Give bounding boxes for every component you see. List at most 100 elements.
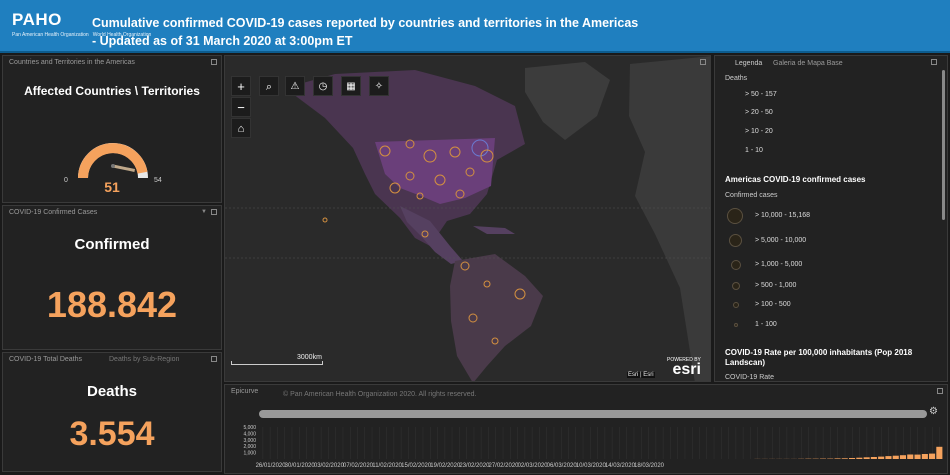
epicurve-bar[interactable] bbox=[907, 455, 913, 460]
epicurve-gridline bbox=[445, 427, 446, 459]
cases-legend-subtitle: Confirmed cases bbox=[725, 192, 778, 199]
epicurve-gridline bbox=[859, 427, 860, 459]
logo-subtext-1: Pan American Health Organization bbox=[12, 32, 89, 38]
epicurve-gridline bbox=[576, 427, 577, 459]
rate-legend-subtitle: COVID-19 Rate bbox=[725, 374, 774, 381]
map-canvas[interactable] bbox=[225, 56, 711, 382]
gauge-needle bbox=[113, 166, 135, 171]
epicurve-gridline bbox=[888, 427, 889, 459]
maximize-icon[interactable] bbox=[700, 59, 706, 65]
legend-scrollbar[interactable] bbox=[942, 70, 945, 220]
cases-legend-item: > 1,000 - 5,000 bbox=[755, 261, 802, 268]
grid-icon[interactable]: ▦ bbox=[341, 76, 361, 96]
maximize-icon[interactable] bbox=[211, 59, 217, 65]
countries-count: 51 bbox=[3, 179, 221, 195]
epicurve-bar[interactable] bbox=[900, 455, 906, 459]
maximize-icon[interactable] bbox=[211, 209, 217, 215]
epicurve-gridline bbox=[357, 427, 358, 459]
epicurve-gridline bbox=[481, 427, 482, 459]
maximize-icon[interactable] bbox=[937, 388, 943, 394]
dropdown-icon[interactable]: ▼ bbox=[201, 209, 207, 215]
epicurve-gridline bbox=[590, 427, 591, 459]
cases-legend-title: Americas COVID-19 confirmed cases bbox=[725, 175, 866, 184]
epicurve-gridline bbox=[787, 427, 788, 459]
history-icon[interactable]: ◷ bbox=[313, 76, 333, 96]
warning-icon[interactable]: ⚠ bbox=[285, 76, 305, 96]
countries-panel-tab[interactable]: Countries and Territories in the America… bbox=[9, 59, 135, 66]
epicurve-gridline bbox=[721, 427, 722, 459]
epicurve-gridline bbox=[903, 427, 904, 459]
epicurve-bar[interactable] bbox=[842, 458, 848, 459]
gauge-hub bbox=[111, 164, 115, 168]
epicurve-bar[interactable] bbox=[929, 454, 935, 459]
epicurve-bar[interactable] bbox=[893, 456, 899, 459]
scale-label: 3000km bbox=[297, 354, 322, 361]
zoom-in-button[interactable]: + bbox=[231, 76, 251, 96]
epicurve-gridline bbox=[350, 427, 351, 459]
page-title: Cumulative confirmed COVID-19 cases repo… bbox=[92, 14, 638, 50]
deaths-by-region-tab[interactable]: Deaths by Sub-Region bbox=[109, 356, 179, 363]
locate-icon[interactable]: ✧ bbox=[369, 76, 389, 96]
cases-legend-item: > 5,000 - 10,000 bbox=[755, 237, 806, 244]
zoom-out-button[interactable]: − bbox=[231, 97, 251, 117]
search-icon[interactable]: ⌕ bbox=[259, 76, 279, 96]
epicurve-gridline bbox=[663, 427, 664, 459]
maximize-icon[interactable] bbox=[931, 59, 937, 65]
epicurve-bar[interactable] bbox=[856, 458, 862, 459]
deaths-legend-item: 1 - 10 bbox=[745, 147, 763, 154]
epicurve-tab[interactable]: Epicurve bbox=[231, 388, 258, 395]
x-tick-label: 26/01/2020 bbox=[256, 463, 287, 469]
epicurve-bar[interactable] bbox=[871, 457, 877, 459]
cases-legend-item: 1 - 100 bbox=[755, 321, 777, 328]
epicurve-bar[interactable] bbox=[835, 458, 841, 459]
epicurve-gridline bbox=[677, 427, 678, 459]
epicurve-gridline bbox=[830, 427, 831, 459]
maximize-icon[interactable] bbox=[211, 356, 217, 362]
settings-gear-icon[interactable]: ⚙ bbox=[929, 406, 938, 417]
epicurve-gridline bbox=[379, 427, 380, 459]
epicurve-gridline bbox=[699, 427, 700, 459]
deaths-title: Deaths bbox=[3, 383, 221, 400]
europe-africa-landmass bbox=[629, 56, 711, 382]
time-range-slider[interactable] bbox=[259, 410, 927, 418]
epicurve-gridline bbox=[918, 427, 919, 459]
legend-tab[interactable]: Legenda bbox=[735, 60, 762, 67]
deaths-panel-tab[interactable]: COVID-19 Total Deaths bbox=[9, 356, 82, 363]
x-tick-label: 14/03/2020 bbox=[605, 463, 636, 469]
epicurve-gridline bbox=[794, 427, 795, 459]
x-tick-label: 07/02/2020 bbox=[343, 463, 374, 469]
epicurve-gridline bbox=[743, 427, 744, 459]
epicurve-bar[interactable] bbox=[885, 456, 891, 459]
scale-bar bbox=[231, 361, 323, 365]
confirmed-panel-tab[interactable]: COVID-19 Confirmed Cases bbox=[9, 209, 97, 216]
basemap-gallery-tab[interactable]: Galeria de Mapa Base bbox=[773, 60, 843, 67]
epicurve-gridline bbox=[656, 427, 657, 459]
epicurve-bar[interactable] bbox=[915, 455, 921, 459]
map-view[interactable]: + − ⌂ ⌕ ⚠ ◷ ▦ ✧ 3000km Esri | Esri POWER… bbox=[224, 55, 711, 382]
deaths-count: 3.554 bbox=[3, 415, 221, 454]
epicurve-bar[interactable] bbox=[922, 454, 928, 459]
cases-legend-item: > 10,000 - 15,168 bbox=[755, 212, 810, 219]
x-tick-label: 27/02/2020 bbox=[488, 463, 519, 469]
epicurve-gridline bbox=[335, 427, 336, 459]
epicurve-bar[interactable] bbox=[849, 458, 855, 459]
epicurve-gridline bbox=[314, 427, 315, 459]
epicurve-bar[interactable] bbox=[936, 447, 942, 459]
epicurve-bar[interactable] bbox=[878, 457, 884, 459]
cases-legend-item: > 100 - 500 bbox=[755, 301, 791, 308]
epicurve-gridline bbox=[408, 427, 409, 459]
epicurve-gridline bbox=[867, 427, 868, 459]
greenland-landmass bbox=[525, 62, 610, 140]
epicurve-gridline bbox=[539, 427, 540, 459]
page-title-line-1: Cumulative confirmed COVID-19 cases repo… bbox=[92, 14, 638, 32]
epicurve-gridline bbox=[765, 427, 766, 459]
epicurve-gridline bbox=[583, 427, 584, 459]
epicurve-bar[interactable] bbox=[864, 457, 870, 459]
epicurve-gridline bbox=[627, 427, 628, 459]
epicurve-gridline bbox=[736, 427, 737, 459]
home-icon[interactable]: ⌂ bbox=[231, 118, 251, 138]
deaths-legend-item: > 10 - 20 bbox=[745, 128, 773, 135]
epicurve-gridline bbox=[386, 427, 387, 459]
epicurve-gridline bbox=[496, 427, 497, 459]
epicurve-gridline bbox=[881, 427, 882, 459]
